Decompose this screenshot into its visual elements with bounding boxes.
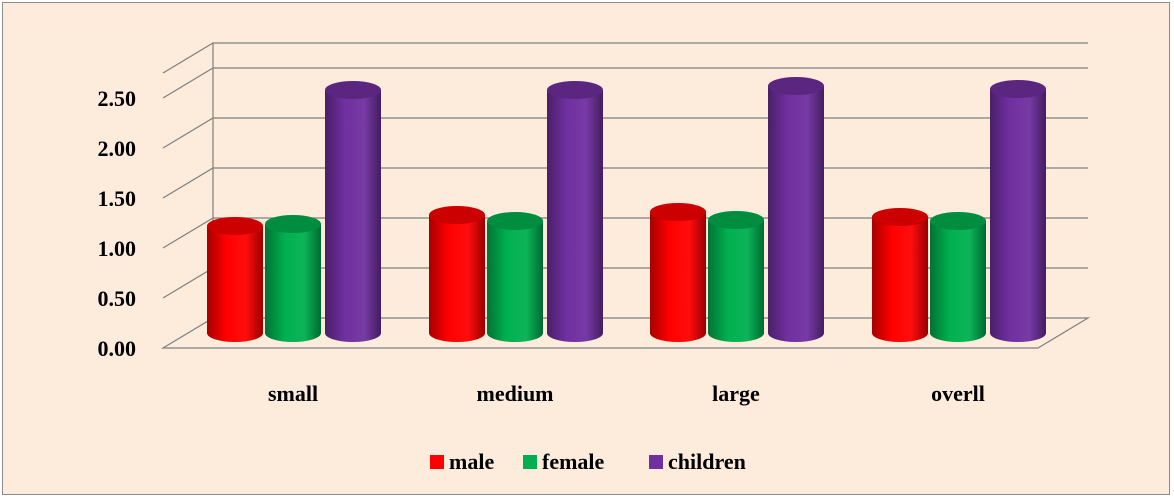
- bar-children-large: [768, 77, 824, 342]
- bar-children-overll: [990, 80, 1046, 342]
- legend-item-children: children: [649, 449, 746, 474]
- x-category-label: large: [712, 381, 760, 406]
- x-category-label: small: [268, 381, 318, 406]
- bar-female-small: [265, 215, 321, 342]
- bar-female-overll: [930, 212, 986, 342]
- y-tick-label: 1.50: [98, 186, 137, 211]
- y-tick-label: 0.00: [98, 336, 137, 361]
- x-category-label: overll: [931, 381, 985, 406]
- y-tick-label: 1.00: [98, 236, 137, 261]
- bar-male-medium: [429, 206, 485, 342]
- bar-female-large: [708, 211, 764, 342]
- bar-male-overll: [872, 208, 928, 342]
- gridline: [162, 42, 1088, 74]
- legend-label: male: [449, 449, 494, 474]
- legend-swatch: [430, 455, 444, 469]
- gridline: [162, 117, 1088, 149]
- legend-label: children: [668, 449, 746, 474]
- bar-male-large: [650, 203, 706, 342]
- gridline: [162, 167, 1088, 199]
- legend-swatch: [649, 455, 663, 469]
- legend-item-female: female: [523, 449, 605, 474]
- y-tick-label: 0.50: [98, 286, 137, 311]
- legend-label: female: [542, 449, 605, 474]
- bar-chart: 0.00 0.50 1.00 1.50 2.00 2.50 small medium larg…: [98, 42, 1091, 474]
- y-tick-label: 2.50: [98, 86, 137, 111]
- floor: [160, 317, 1091, 349]
- x-category-label: medium: [477, 381, 554, 406]
- gridline: [162, 67, 1088, 99]
- y-tick-label: 2.00: [98, 136, 137, 161]
- bar-children-medium: [547, 81, 603, 342]
- legend-item-male: male: [430, 449, 494, 474]
- bar-children-small: [325, 81, 381, 342]
- legend-swatch: [523, 455, 537, 469]
- bar-male-small: [207, 217, 263, 342]
- bar-female-medium: [487, 212, 543, 342]
